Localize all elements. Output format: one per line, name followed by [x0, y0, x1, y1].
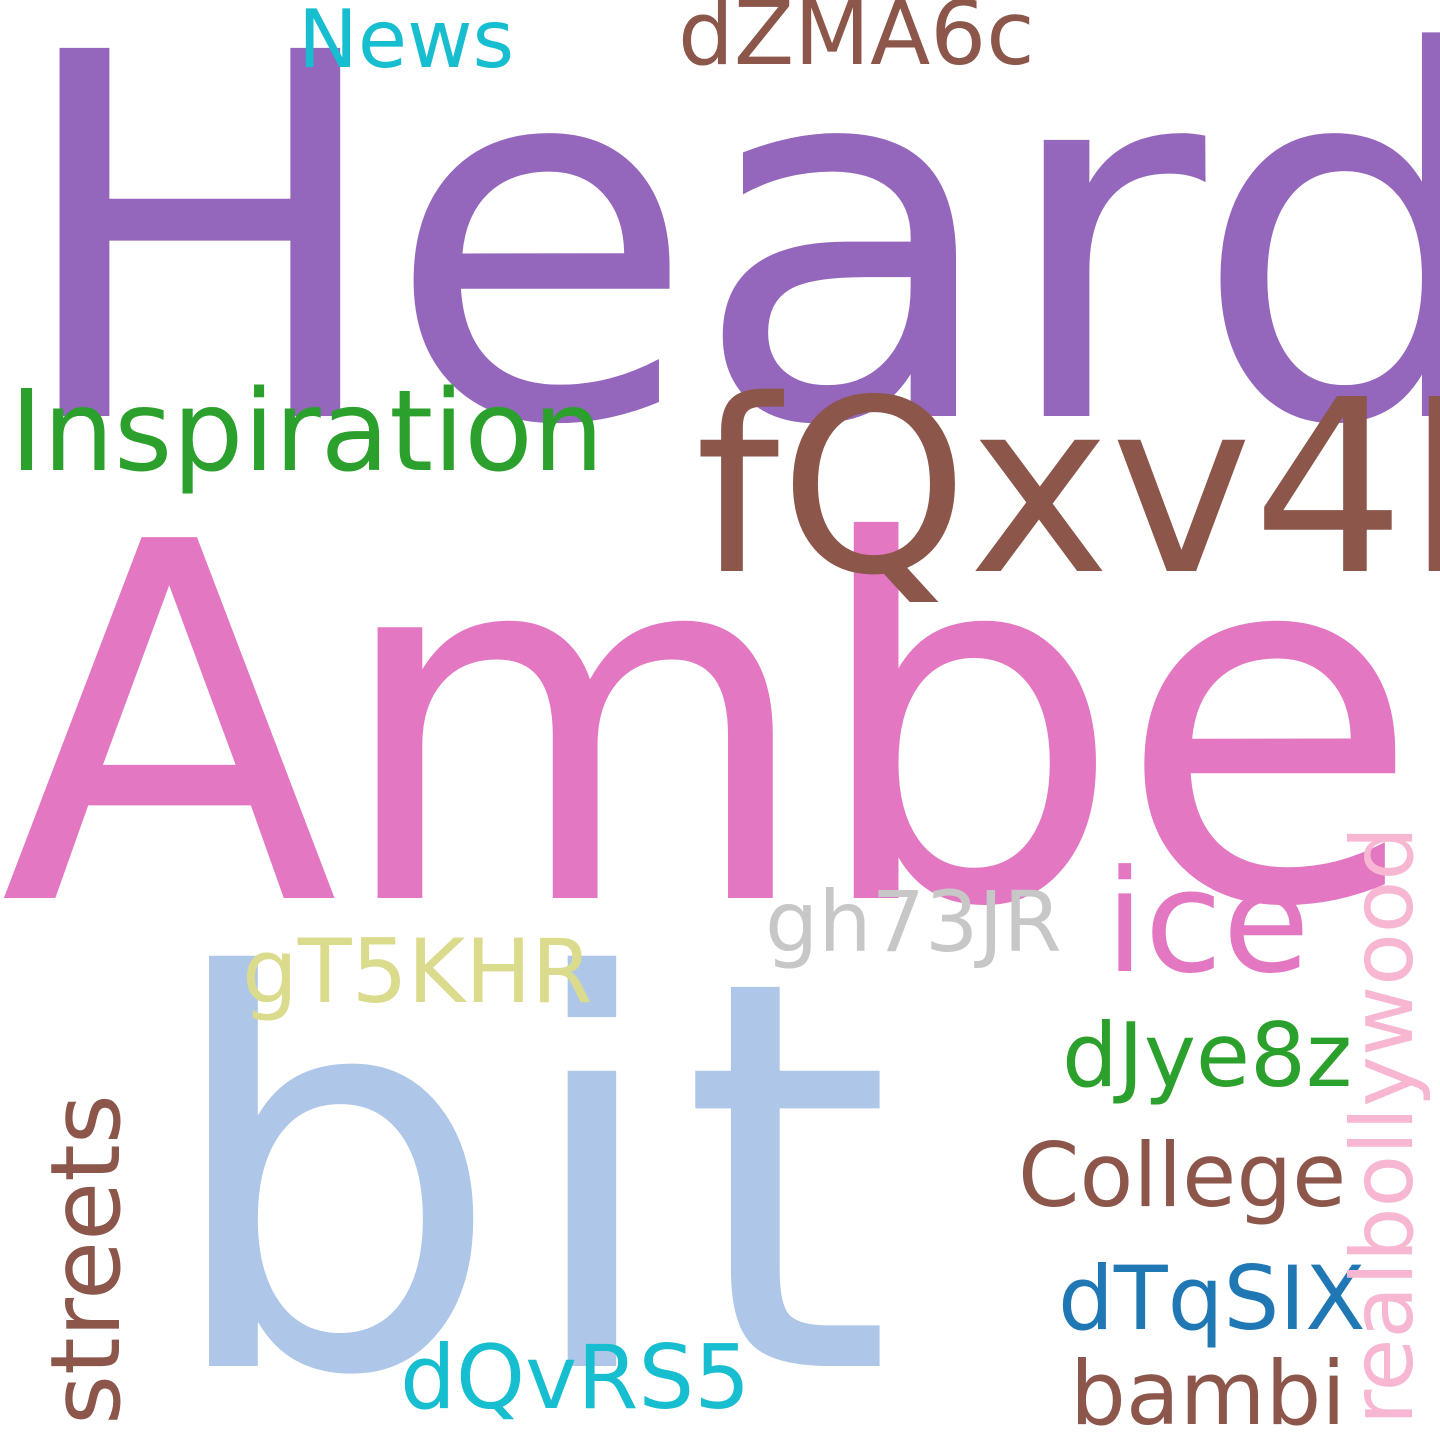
- word-streets: streets: [30, 1094, 142, 1425]
- word-djye8z: dJye8z: [1062, 1004, 1353, 1107]
- word-amber: Amber: [0, 439, 1440, 1015]
- word-bambi: bambi: [1070, 1342, 1346, 1440]
- word-gt5khr: gT5KHR: [242, 920, 593, 1023]
- word-dzma6c: dZMA6c: [678, 0, 1035, 85]
- word-inspiration: Inspiration: [10, 367, 604, 497]
- word-news: News: [298, 0, 515, 86]
- word-heard: Heard: [10, 0, 1440, 536]
- word-dtqsix: dTqSIX: [1058, 1247, 1366, 1350]
- word-ice: ice: [1105, 840, 1310, 1005]
- word-realbollywood: realbollywood: [1333, 825, 1433, 1425]
- word-gh73jr: gh73JR: [765, 873, 1062, 971]
- word-bit: bit: [160, 866, 907, 1440]
- word-fqxv4k: fQxv4K: [695, 348, 1440, 628]
- word-college: College: [1018, 1124, 1347, 1227]
- word-dqvrs5: dQvRS5: [400, 1326, 751, 1429]
